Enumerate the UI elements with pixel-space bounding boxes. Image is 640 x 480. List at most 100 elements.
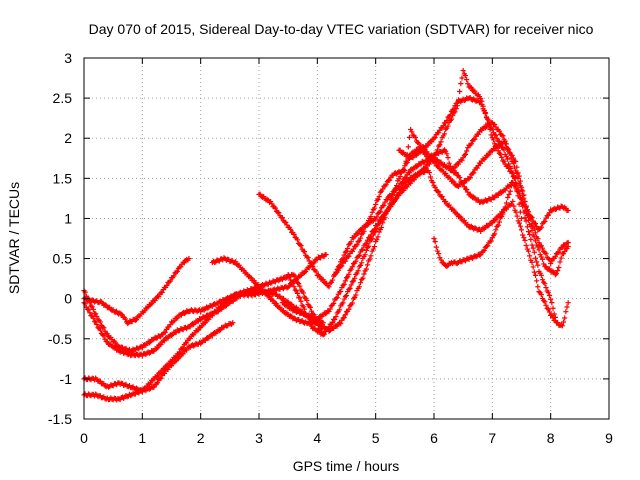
data-point (371, 243, 378, 250)
data-point (255, 281, 261, 288)
data-point (493, 227, 499, 233)
data-point (548, 296, 554, 302)
data-point (173, 354, 179, 360)
data-point (502, 138, 508, 144)
data-point (553, 320, 560, 326)
data-point (516, 220, 522, 226)
data-point (439, 194, 445, 200)
data-point (362, 252, 368, 258)
data-point (520, 203, 526, 209)
data-point (248, 275, 254, 281)
data-point (468, 85, 474, 91)
data-point (307, 304, 313, 310)
data-point (294, 237, 301, 243)
data-point (174, 268, 180, 275)
data-point (118, 311, 124, 317)
data-point (375, 196, 381, 202)
data-point (151, 384, 157, 390)
data-point (514, 213, 520, 219)
data-point (368, 253, 374, 259)
data-point (467, 174, 473, 181)
data-point (306, 318, 312, 325)
data-point (161, 338, 168, 344)
data-point (273, 301, 280, 307)
data-point (549, 299, 555, 306)
data-point (494, 135, 500, 141)
data-point (532, 255, 539, 261)
data-point (503, 200, 510, 206)
data-point (536, 247, 542, 253)
data-point (482, 109, 488, 116)
data-point (329, 319, 336, 326)
data-point (550, 305, 556, 311)
data-point (305, 254, 311, 261)
data-point (515, 193, 521, 199)
data-point (341, 252, 347, 258)
data-point (363, 266, 369, 272)
data-point (514, 170, 520, 176)
data-point (501, 147, 507, 153)
x-tick-label: 0 (80, 430, 88, 446)
data-point (493, 217, 499, 223)
data-point (432, 134, 438, 141)
data-point (359, 260, 365, 266)
data-point (300, 290, 306, 296)
data-point (527, 253, 533, 259)
data-point (342, 278, 348, 284)
data-point (340, 300, 346, 306)
data-point (97, 327, 103, 333)
data-point (395, 192, 401, 198)
data-point (513, 180, 519, 186)
data-point (478, 98, 484, 105)
data-point (543, 285, 549, 291)
data-point (149, 301, 155, 307)
data-point (508, 155, 514, 161)
data-point (503, 141, 509, 147)
data-point (425, 142, 431, 148)
series-track-e (81, 271, 326, 403)
data-point (510, 198, 516, 205)
data-point (530, 245, 536, 251)
data-point (504, 146, 511, 152)
y-tick-label: 3 (64, 50, 72, 66)
data-point (87, 310, 93, 316)
data-point (388, 203, 394, 210)
data-point (527, 231, 533, 238)
data-point (516, 201, 522, 207)
data-point (542, 218, 548, 225)
data-point (313, 269, 319, 275)
data-point (563, 309, 569, 315)
data-point (448, 116, 455, 122)
data-point (321, 331, 327, 337)
data-point (348, 282, 354, 288)
data-point (377, 208, 383, 214)
data-point (464, 186, 470, 193)
data-point (86, 296, 92, 302)
data-point (326, 284, 332, 290)
plot-frame (83, 57, 610, 420)
series-track-l (431, 179, 516, 270)
data-point (369, 236, 375, 242)
data-point (555, 268, 561, 274)
data-point (101, 333, 107, 339)
data-point (94, 321, 100, 328)
data-point (479, 101, 485, 108)
data-point (409, 129, 415, 135)
data-point (399, 184, 406, 190)
data-point (161, 366, 168, 372)
data-point (511, 203, 517, 209)
data-point (320, 277, 326, 283)
data-point (531, 249, 537, 255)
data-point (342, 293, 348, 299)
data-point (334, 295, 340, 301)
data-point (294, 290, 301, 296)
x-tick-label: 1 (138, 430, 146, 446)
y-tick-label: 1.5 (53, 170, 73, 186)
data-point (522, 237, 528, 244)
data-point (171, 273, 177, 279)
data-point (343, 248, 350, 254)
data-point (93, 311, 99, 317)
data-point (475, 163, 481, 169)
data-point (350, 278, 357, 284)
data-point (436, 189, 442, 195)
